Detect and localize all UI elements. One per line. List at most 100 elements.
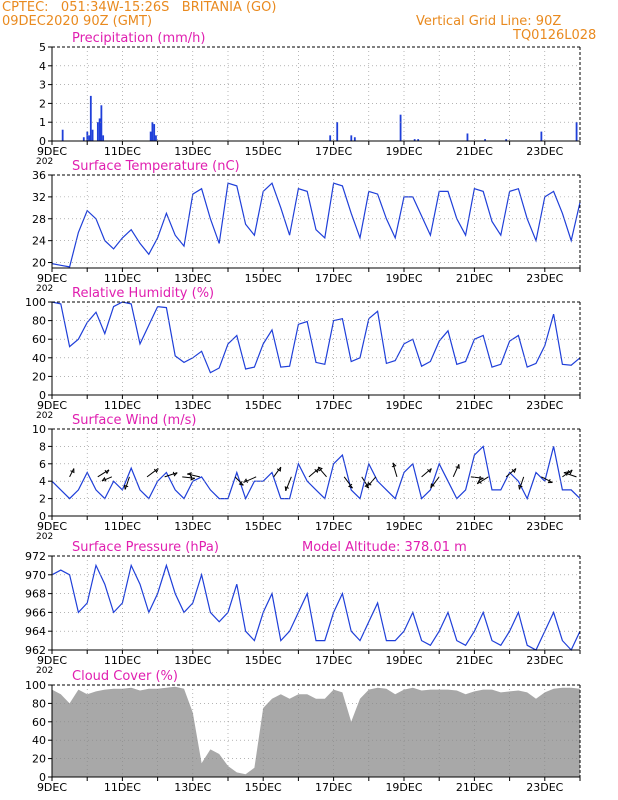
x-tick-label: 15DEC bbox=[245, 654, 282, 667]
x-tick-label: 11DEC bbox=[104, 520, 141, 533]
x-tick-label: 13DEC bbox=[174, 654, 211, 667]
wind-vector-head bbox=[71, 469, 74, 473]
y-tick-label: 40 bbox=[32, 352, 46, 365]
x-tick-label: 23DEC bbox=[526, 145, 563, 158]
y-tick-label: 972 bbox=[25, 550, 46, 563]
x-tick-label: 21DEC bbox=[456, 654, 493, 667]
y-tick-label: 2 bbox=[39, 493, 46, 506]
pres-line bbox=[52, 565, 580, 650]
x-tick-year-truncated: 202 bbox=[36, 157, 53, 167]
precip-bar bbox=[97, 122, 99, 141]
x-tick-label: 23DEC bbox=[526, 399, 563, 412]
precip-bar bbox=[83, 137, 85, 141]
wind-vector-head bbox=[549, 479, 553, 482]
header-code: TQ0126L028 bbox=[513, 29, 596, 43]
x-tick-label: 19DEC bbox=[385, 654, 422, 667]
y-tick-label: 964 bbox=[25, 625, 46, 638]
x-tick-year-truncated: 202 bbox=[36, 411, 53, 421]
x-tick-label: 23DEC bbox=[526, 654, 563, 667]
wind-vector bbox=[70, 468, 74, 476]
panel-title: Surface Temperature (nC) bbox=[72, 159, 240, 174]
x-tick-label: 11DEC bbox=[104, 272, 141, 285]
x-tick-year-truncated: 202 bbox=[36, 666, 53, 676]
x-tick-year-truncated: 202 bbox=[36, 532, 53, 542]
x-tick-label: 21DEC bbox=[456, 520, 493, 533]
y-tick-label: 24 bbox=[32, 235, 46, 248]
x-tick-label: 15DEC bbox=[245, 399, 282, 412]
x-tick-label: 21DEC bbox=[456, 272, 493, 285]
x-tick-label: 15DEC bbox=[245, 781, 282, 794]
x-tick-label: 17DEC bbox=[315, 520, 352, 533]
x-tick-label: 15DEC bbox=[245, 272, 282, 285]
wind-vector bbox=[431, 477, 439, 488]
x-tick-label: 19DEC bbox=[385, 145, 422, 158]
panel-title: Surface Wind (m/s) bbox=[72, 413, 196, 428]
y-tick-label: 36 bbox=[32, 169, 46, 182]
precip-bar bbox=[92, 130, 94, 141]
precip-bar bbox=[153, 124, 155, 141]
precip-bar bbox=[329, 135, 331, 141]
x-tick-label: 11DEC bbox=[104, 654, 141, 667]
precip-bar bbox=[99, 118, 101, 141]
wind-vector bbox=[286, 477, 292, 491]
precip-bar bbox=[152, 122, 154, 141]
precip-bar bbox=[88, 135, 90, 141]
x-tick-label: 11DEC bbox=[104, 399, 141, 412]
y-tick-label: 80 bbox=[32, 697, 46, 710]
y-tick-label: 28 bbox=[32, 213, 46, 226]
y-tick-label: 5 bbox=[39, 41, 46, 54]
precip-bar bbox=[155, 135, 157, 141]
panel-cloud bbox=[48, 685, 580, 781]
x-tick-label: 21DEC bbox=[456, 781, 493, 794]
header-run-time: 09DEC2020 90Z (GMT) bbox=[2, 15, 152, 29]
panel-title: Precipitation (mm/h) bbox=[72, 31, 205, 46]
x-tick-label: 15DEC bbox=[245, 145, 282, 158]
y-tick-label: 100 bbox=[25, 296, 46, 309]
x-tick-label: 11DEC bbox=[104, 145, 141, 158]
panel-pres bbox=[48, 556, 580, 654]
precip-bar bbox=[400, 115, 402, 141]
y-tick-label: 80 bbox=[32, 315, 46, 328]
x-tick-label: 23DEC bbox=[526, 781, 563, 794]
y-tick-label: 970 bbox=[25, 569, 46, 582]
x-tick-label: 19DEC bbox=[385, 520, 422, 533]
header-station: CPTEC: 051:34W-15:26S BRITANIA (GO) bbox=[2, 1, 276, 15]
precip-bar bbox=[336, 122, 338, 141]
y-tick-label: 60 bbox=[32, 716, 46, 729]
x-tick-label: 21DEC bbox=[456, 399, 493, 412]
y-tick-label: 2 bbox=[39, 97, 46, 110]
x-tick-label: 19DEC bbox=[385, 399, 422, 412]
x-tick-label: 23DEC bbox=[526, 520, 563, 533]
panel-title: Cloud Cover (%) bbox=[72, 669, 178, 684]
precip-bar bbox=[350, 135, 352, 141]
y-tick-label: 4 bbox=[39, 60, 46, 73]
x-tick-label: 9DEC bbox=[37, 781, 67, 794]
x-tick-label: 17DEC bbox=[315, 272, 352, 285]
precip-bar bbox=[576, 122, 578, 141]
y-tick-label: 100 bbox=[25, 679, 46, 692]
x-tick-label: 11DEC bbox=[104, 781, 141, 794]
y-tick-label: 40 bbox=[32, 734, 46, 747]
x-tick-label: 13DEC bbox=[174, 272, 211, 285]
temp-line bbox=[52, 183, 580, 267]
panel-title: Relative Humidity (%) bbox=[72, 286, 214, 301]
x-tick-label: 13DEC bbox=[174, 520, 211, 533]
header-grid-note: Vertical Grid Line: 90Z bbox=[416, 15, 561, 29]
x-tick-label: 13DEC bbox=[174, 781, 211, 794]
y-tick-label: 32 bbox=[32, 191, 46, 204]
y-tick-label: 10 bbox=[32, 423, 46, 436]
wind-vector bbox=[187, 474, 200, 477]
precip-bar bbox=[90, 96, 92, 141]
precip-bar bbox=[354, 137, 356, 141]
x-tick-label: 17DEC bbox=[315, 145, 352, 158]
cloud-cover-area bbox=[52, 687, 580, 777]
wind-vector bbox=[453, 464, 459, 477]
y-tick-label: 20 bbox=[32, 753, 46, 766]
rh-line bbox=[52, 302, 580, 373]
y-tick-label: 20 bbox=[32, 257, 46, 270]
x-tick-label: 17DEC bbox=[315, 781, 352, 794]
wind-vector-head bbox=[102, 478, 106, 482]
precip-bar bbox=[467, 133, 469, 141]
panel-wind bbox=[48, 429, 580, 520]
precip-bar bbox=[540, 132, 542, 141]
